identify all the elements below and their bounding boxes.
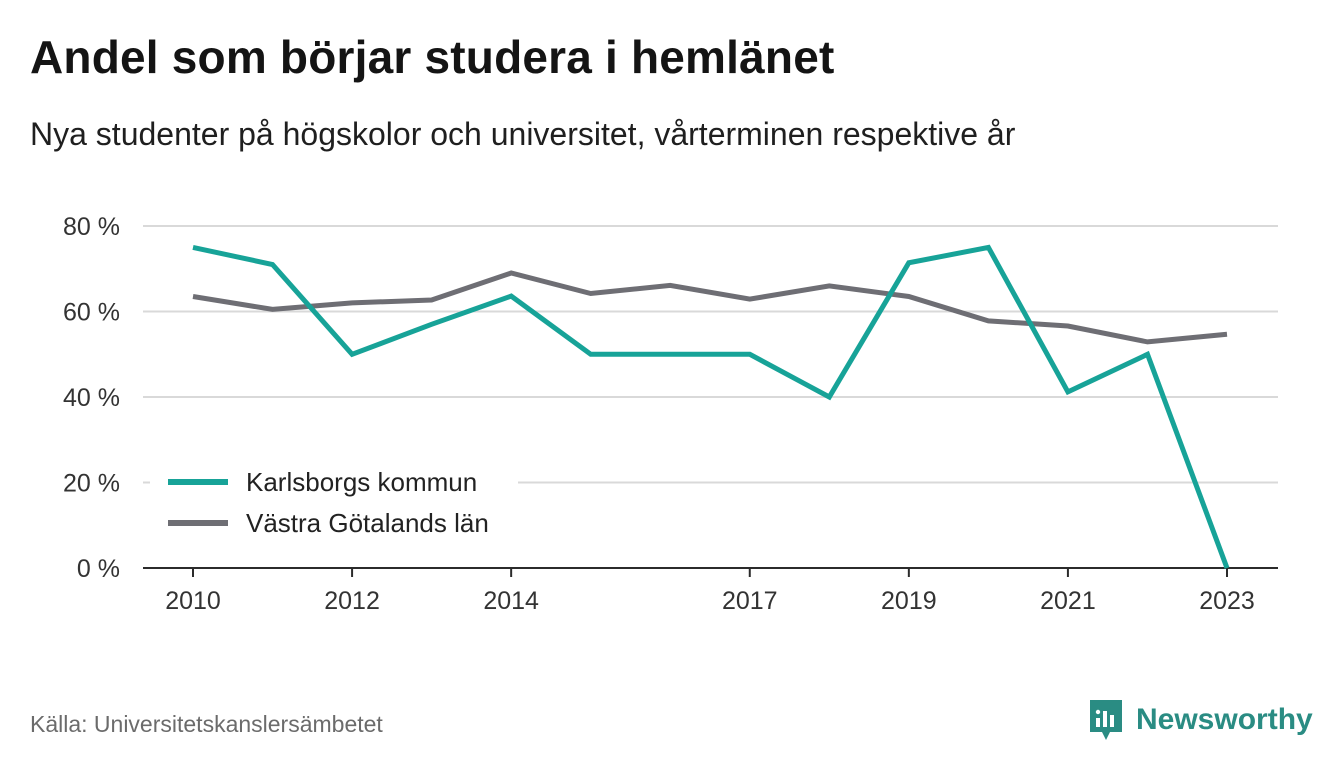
x-tick-label: 2017 — [722, 587, 778, 615]
y-tick-label: 0 % — [77, 555, 120, 583]
series-lines — [192, 244, 1230, 569]
source-note: Källa: Universitetskanslersämbetet — [30, 711, 383, 737]
newsworthy-logo-icon — [1090, 700, 1122, 740]
y-tick-label: 20 % — [63, 470, 120, 498]
x-tick-label: 2021 — [1040, 587, 1096, 615]
x-tick-label: 2010 — [165, 587, 221, 615]
x-tick-label: 2014 — [483, 587, 539, 615]
series-line — [192, 270, 1228, 345]
series-line — [192, 244, 1230, 569]
axes: 0 % 20 % 40 % 60 % 80 % 2010 2012 2014 2017 2019 2… — [63, 213, 1278, 615]
brand-logo[interactable]: Newsworthy — [1088, 698, 1313, 742]
y-tick-label: 60 % — [63, 299, 120, 327]
legend-label: Karlsborgs kommun — [246, 467, 477, 497]
x-tick-label: 2023 — [1199, 587, 1255, 615]
chart-title: Andel som börjar studera i hemlänet — [30, 31, 835, 83]
legend-label: Västra Götalands län — [246, 508, 489, 538]
x-tick-label: 2019 — [881, 587, 937, 615]
brand-name: Newsworthy — [1136, 703, 1313, 736]
legend-background — [150, 460, 518, 544]
legend: Karlsborgs kommun Västra Götalands län — [150, 460, 518, 544]
x-tick-label: 2012 — [324, 587, 380, 615]
line-chart: 0 % 20 % 40 % 60 % 80 % 2010 2012 2014 2017 2019 2… — [63, 213, 1278, 615]
chart-subtitle: Nya studenter på högskolor och universit… — [30, 116, 1016, 152]
y-tick-label: 80 % — [63, 213, 120, 241]
y-tick-label: 40 % — [63, 384, 120, 412]
